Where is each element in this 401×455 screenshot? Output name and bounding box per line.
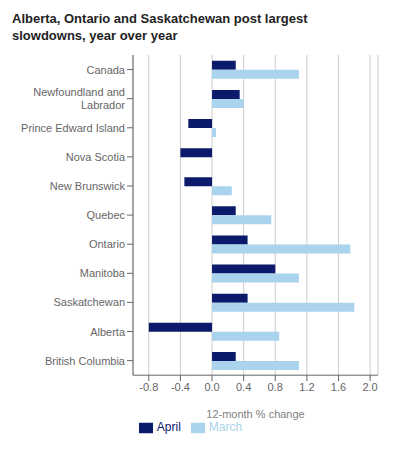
svg-text:Alberta: Alberta bbox=[90, 326, 126, 338]
svg-text:Canada: Canada bbox=[86, 64, 125, 76]
svg-text:Saskatchewan: Saskatchewan bbox=[53, 296, 125, 308]
svg-text:New Brunswick: New Brunswick bbox=[50, 180, 126, 192]
svg-text:1.6: 1.6 bbox=[331, 381, 346, 393]
svg-text:0.0: 0.0 bbox=[204, 381, 219, 393]
svg-text:1.2: 1.2 bbox=[299, 381, 314, 393]
svg-text:Newfoundland andLabrador: Newfoundland andLabrador bbox=[33, 86, 125, 111]
svg-text:Prince Edward Island: Prince Edward Island bbox=[21, 122, 125, 134]
svg-text:0.8: 0.8 bbox=[268, 381, 283, 393]
svg-text:Ontario: Ontario bbox=[89, 238, 125, 250]
svg-text:2.0: 2.0 bbox=[362, 381, 377, 393]
svg-text:Manitoba: Manitoba bbox=[80, 267, 126, 279]
html-text:March: March bbox=[208, 420, 243, 435]
html-text:April: April bbox=[156, 420, 181, 435]
svg-text:Quebec: Quebec bbox=[86, 209, 125, 221]
svg-text:-0.8: -0.8 bbox=[139, 381, 158, 393]
svg-text:British Columbia: British Columbia bbox=[45, 355, 126, 367]
svg-text:0.4: 0.4 bbox=[236, 381, 251, 393]
svg-text:Nova Scotia: Nova Scotia bbox=[66, 151, 126, 163]
svg-text:-0.4: -0.4 bbox=[171, 381, 190, 393]
svg-text:12-month % change: 12-month % change bbox=[206, 408, 304, 420]
html-text:slowdowns, year over year: slowdowns, year over year bbox=[12, 28, 178, 43]
html-text:Alberta, Ontario and Saskatche: Alberta, Ontario and Saskatchewan post l… bbox=[12, 11, 308, 26]
